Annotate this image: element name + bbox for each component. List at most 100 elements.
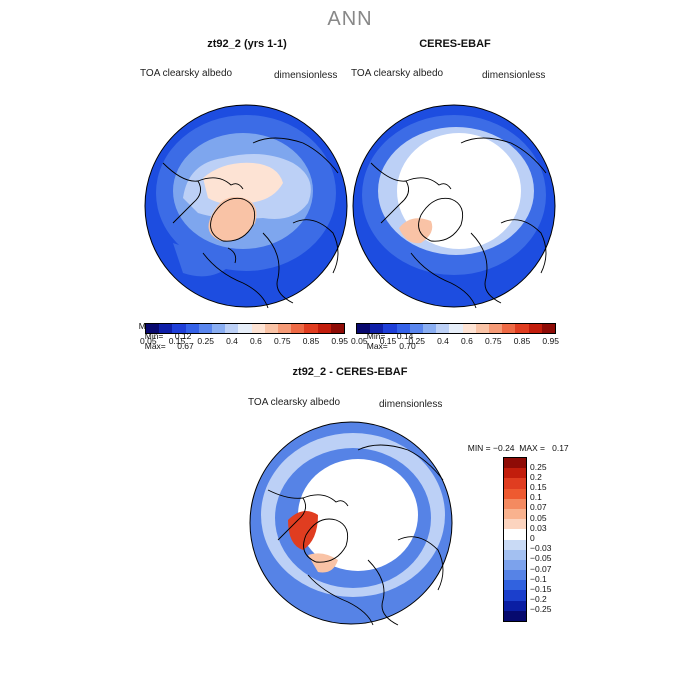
colorbar-swatch bbox=[212, 324, 226, 333]
colorbar-swatch bbox=[370, 324, 384, 333]
panel2-variable: TOA clearsky albedo bbox=[351, 68, 444, 79]
diff-colorbar-label: −0.2 bbox=[530, 594, 547, 605]
diff-colorbar-swatch bbox=[504, 580, 526, 591]
diff-units: dimensionless bbox=[379, 399, 443, 410]
diff-colorbar-swatch bbox=[504, 549, 526, 560]
diff-colorbar-swatch bbox=[504, 539, 526, 550]
diff-colorbar-labels: 0.25 0.2 0.15 0.1 0.07 0.05 0.03 0 −0.03 −0.05 −0.… bbox=[530, 457, 580, 620]
panel1-coastlines bbox=[162, 137, 339, 309]
panel1-colorbar-ticks: 0.05 0.15 0.25 0.4 0.6 0.75 0.85 0.95 bbox=[140, 336, 348, 346]
diff-stats: MIN = −0.24 MAX = 0.17 bbox=[463, 433, 569, 453]
diff-coastlines bbox=[267, 444, 444, 626]
colorbar-tick-label: 0.6 bbox=[461, 336, 473, 346]
colorbar-swatch bbox=[462, 324, 476, 333]
panel1-polar-map bbox=[144, 104, 348, 309]
colorbar-tick-label: 0.15 bbox=[379, 336, 397, 346]
panel2-min: 0.14 bbox=[396, 331, 414, 341]
panel2-coastlines bbox=[370, 137, 547, 309]
diff-colorbar-swatch bbox=[504, 570, 526, 581]
diff-colorbar-swatch bbox=[504, 610, 526, 621]
diff-colorbar-swatch bbox=[504, 468, 526, 479]
colorbar-tick-label: 0.25 bbox=[408, 336, 425, 346]
colorbar-swatch bbox=[198, 324, 213, 333]
panel2-polar-map bbox=[352, 104, 556, 309]
diff-max: 0.17 bbox=[552, 443, 569, 453]
colorbar-swatch bbox=[146, 324, 160, 333]
panel1-min: 0.12 bbox=[174, 331, 192, 341]
diff-colorbar-swatch bbox=[504, 519, 526, 530]
colorbar-tick-label: 0.05 bbox=[351, 336, 368, 346]
diff-min: −0.24 bbox=[493, 443, 515, 453]
colorbar-swatch bbox=[396, 324, 410, 333]
panel1-sea-ice bbox=[203, 162, 283, 205]
colorbar-swatch bbox=[409, 324, 424, 333]
colorbar-swatch bbox=[515, 324, 529, 333]
diff-red-region bbox=[288, 511, 318, 550]
diff-colorbar-label: −0.05 bbox=[530, 553, 552, 564]
colorbar-swatch bbox=[159, 324, 173, 333]
diff-colorbar-label: −0.07 bbox=[530, 563, 552, 574]
colorbar-swatch bbox=[251, 324, 265, 333]
diff-colorbar-swatch bbox=[504, 559, 526, 571]
diff-max-label: MAX = bbox=[519, 443, 546, 453]
panel1-min-label: Min= bbox=[144, 331, 164, 341]
colorbar-tick-label: 0.75 bbox=[485, 336, 502, 346]
panel2-title: CERES-EBAF bbox=[419, 38, 491, 50]
colorbar-swatch bbox=[357, 324, 371, 333]
diff-colorbar-swatch bbox=[504, 590, 526, 601]
diff-colorbar-label: −0.15 bbox=[530, 583, 552, 594]
diff-colorbar-label: −0.03 bbox=[530, 543, 552, 554]
diff-colorbar-swatch bbox=[504, 508, 526, 520]
diff-colorbar-swatch bbox=[504, 529, 526, 540]
panel1-title: zt92_2 (yrs 1-1) bbox=[207, 38, 287, 50]
diff-colorbar-label: −0.1 bbox=[530, 573, 547, 584]
colorbar-swatch bbox=[330, 324, 345, 333]
panel1-units: dimensionless bbox=[274, 70, 338, 81]
diff-colorbar-label: 0.05 bbox=[530, 512, 547, 523]
panel1-max-label: Max= bbox=[144, 341, 166, 351]
panel1-colorbar bbox=[145, 323, 345, 334]
colorbar-tick-label: 0.4 bbox=[437, 336, 449, 346]
colorbar-swatch bbox=[264, 324, 279, 333]
colorbar-swatch bbox=[541, 324, 556, 333]
colorbar-tick-label: 0.85 bbox=[513, 336, 531, 346]
colorbar-tick-label: 0.05 bbox=[140, 336, 157, 346]
diff-colorbar-label: 0.15 bbox=[530, 482, 547, 493]
diff-colorbar-label: 0.03 bbox=[530, 522, 547, 533]
colorbar-swatch bbox=[278, 324, 292, 333]
diff-colorbar-label: 0.2 bbox=[530, 471, 542, 482]
diff-min-label: MIN = bbox=[467, 443, 491, 453]
colorbar-tick-label: 0.75 bbox=[274, 336, 291, 346]
diff-colorbar-label: 0.25 bbox=[530, 461, 547, 472]
colorbar-tick-label: 0.95 bbox=[331, 336, 348, 346]
colorbar-swatch bbox=[317, 324, 331, 333]
diff-colorbar-label: 0 bbox=[530, 533, 535, 543]
colorbar-tick-label: 0.25 bbox=[197, 336, 214, 346]
colorbar-swatch bbox=[449, 324, 463, 333]
colorbar-swatch bbox=[185, 324, 199, 333]
colorbar-tick-label: 0.4 bbox=[226, 336, 238, 346]
colorbar-swatch bbox=[475, 324, 490, 333]
diff-colorbar-swatch bbox=[504, 488, 526, 499]
colorbar-tick-label: 0.85 bbox=[302, 336, 320, 346]
colorbar-swatch bbox=[383, 324, 397, 333]
colorbar-swatch bbox=[291, 324, 305, 333]
colorbar-swatch bbox=[436, 324, 450, 333]
panel2-colorbar-ticks: 0.05 0.15 0.25 0.4 0.6 0.75 0.85 0.95 bbox=[351, 336, 559, 346]
diff-polar-map bbox=[249, 421, 453, 626]
colorbar-swatch bbox=[304, 324, 318, 333]
diff-colorbar bbox=[503, 457, 527, 622]
colorbar-swatch bbox=[528, 324, 542, 333]
colorbar-tick-label: 0.15 bbox=[168, 336, 186, 346]
panel1-max: 0.67 bbox=[177, 341, 194, 351]
diff-colorbar-swatch bbox=[504, 478, 526, 489]
panel2-min-label: Min= bbox=[366, 331, 386, 341]
diff-colorbar-swatch bbox=[504, 498, 526, 509]
panel2-colorbar bbox=[356, 323, 556, 334]
panel1-greenland bbox=[208, 197, 257, 242]
diff-greenland-region bbox=[308, 553, 338, 573]
colorbar-swatch bbox=[502, 324, 516, 333]
colorbar-swatch bbox=[238, 324, 252, 333]
panel1-variable: TOA clearsky albedo bbox=[140, 68, 233, 79]
colorbar-swatch bbox=[489, 324, 503, 333]
